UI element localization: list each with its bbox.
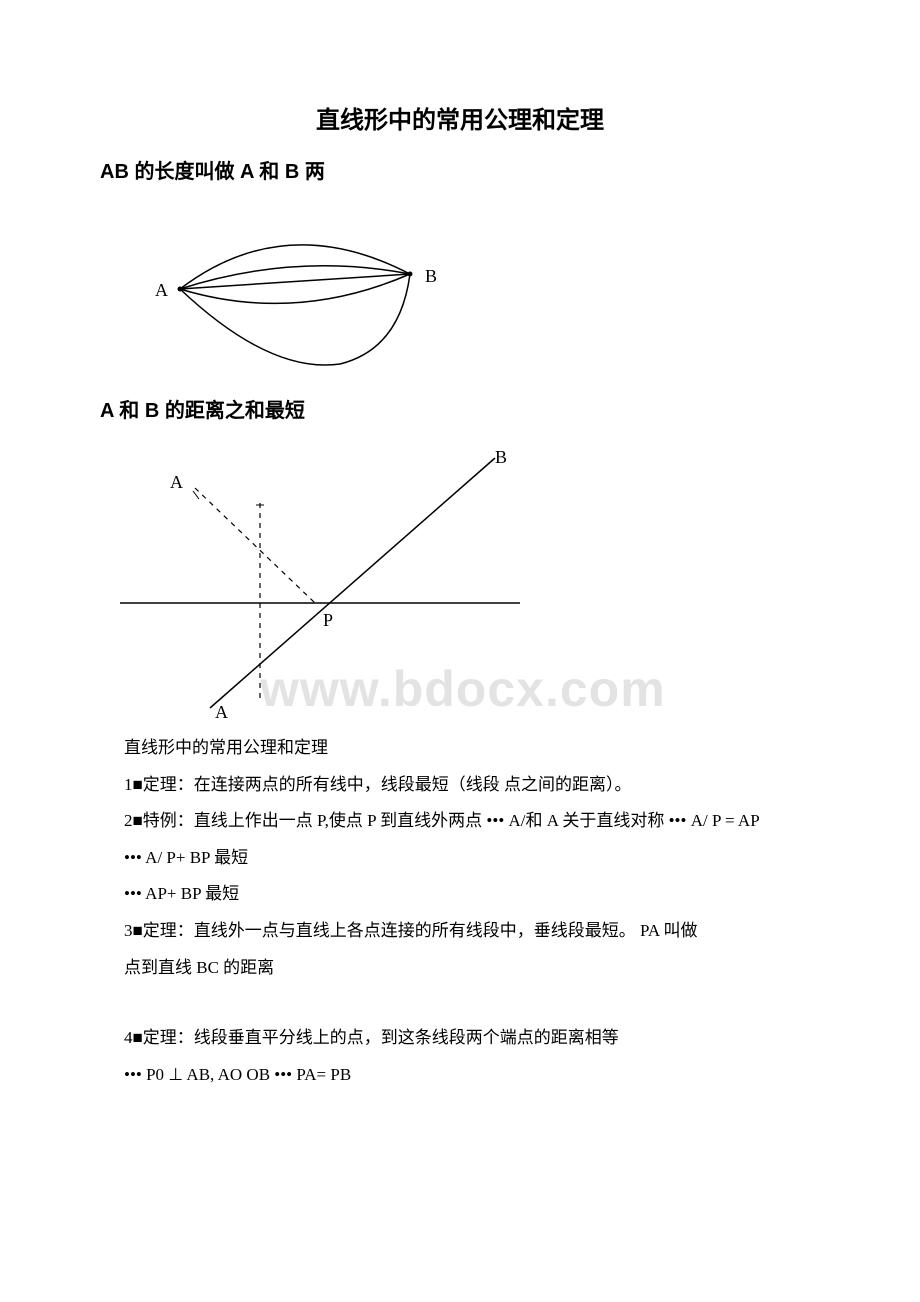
- document-content: 直线形中的常用公理和定理 AB 的长度叫做 A 和 B 两 A B A 和 B …: [90, 100, 830, 1090]
- para-example-2: 2■特例：直线上作出一点 P,使点 P 到直线外两点 ••• A/和 A 关于直…: [90, 806, 830, 837]
- fig1-label-a: A: [155, 280, 168, 300]
- para-theorem-3: 3■定理：直线外一点与直线上各点连接的所有线段中，垂线段最短。 PA 叫做: [90, 916, 830, 947]
- para-theorem-3b: 点到直线 BC 的距离: [90, 953, 830, 984]
- para-theorem-1: 1■定理：在连接两点的所有线中，线段最短（线段 点之间的距离）。: [90, 770, 830, 801]
- heading-line-1: AB 的长度叫做 A 和 B 两: [100, 155, 830, 184]
- fig1-label-b: B: [425, 266, 437, 286]
- para-line-5: ••• AP+ BP 最短: [124, 879, 830, 910]
- figure-2: A B P A: [100, 433, 830, 723]
- para-theorem-4: 4■定理：线段垂直平分线上的点，到这条线段两个端点的距离相等: [90, 1023, 830, 1054]
- para-line-4: ••• A/ P+ BP 最短: [124, 843, 830, 874]
- fig2-label-a-bot: A: [215, 702, 228, 722]
- para-line-9: ••• P0 ⊥ AB, AO OB ••• PA= PB: [124, 1060, 830, 1091]
- fig2-label-a-top: A: [170, 472, 183, 492]
- heading-line-2: A 和 B 的距离之和最短: [100, 394, 830, 423]
- para-intro: 直线形中的常用公理和定理: [90, 733, 830, 764]
- figure-1: A B: [100, 194, 830, 384]
- fig2-label-p: P: [323, 610, 333, 630]
- fig2-label-b: B: [495, 447, 507, 467]
- page-title: 直线形中的常用公理和定理: [90, 100, 830, 135]
